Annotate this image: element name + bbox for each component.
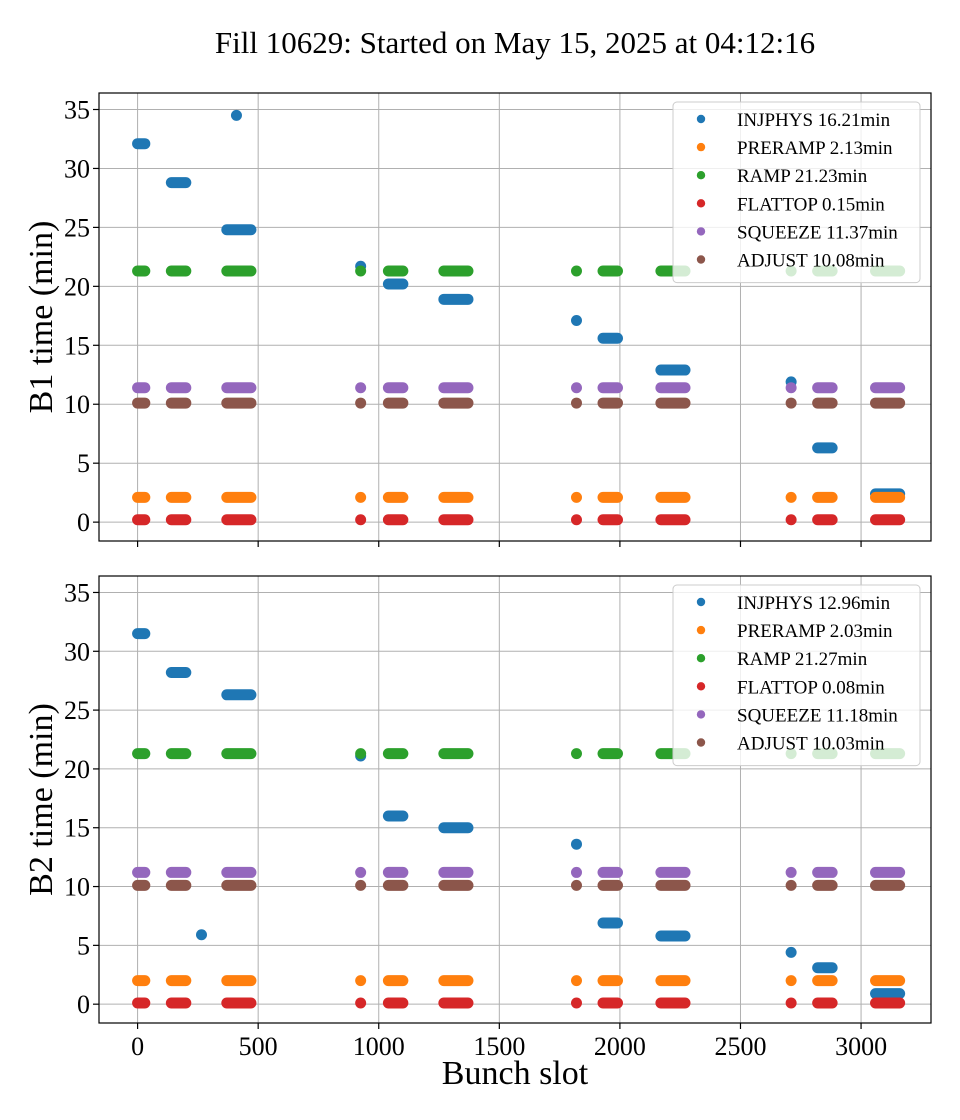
x-tick-label: 2500 <box>714 1032 766 1061</box>
legend-marker-flattop <box>696 682 706 691</box>
y-axis-label: B1 time (min) <box>23 221 60 414</box>
y-tick-label: 30 <box>64 154 90 183</box>
y-tick-label: 25 <box>64 213 90 242</box>
legend-label-preramp: PRERAMP 2.13min <box>737 138 893 159</box>
legend-label-squeeze: SQUEEZE 11.18min <box>737 705 898 726</box>
legend-marker-adjust <box>696 255 706 264</box>
y-tick-label: 35 <box>64 578 90 607</box>
y-tick-label: 0 <box>77 990 90 1019</box>
legend-label-flattop: FLATTOP 0.08min <box>737 677 885 698</box>
legend-marker-ramp <box>696 171 706 180</box>
y-tick-label: 15 <box>64 331 90 360</box>
panel-b1: 0 5 10 15 20 25 30 35 B1 time (min) INJPHYS 16.21… <box>23 92 932 547</box>
y-tick-label: 0 <box>77 508 90 537</box>
legend-label-ramp: RAMP 21.27min <box>737 649 868 670</box>
legend-label-adjust: ADJUST 10.08min <box>737 251 885 272</box>
data-layer <box>132 109 906 526</box>
axes-frame <box>98 92 932 542</box>
legend-label-ramp: RAMP 21.23min <box>737 166 868 187</box>
legend-marker-squeeze <box>696 227 706 236</box>
x-tick-label: 3000 <box>835 1032 887 1061</box>
legend-marker-squeeze <box>696 710 706 719</box>
legend-label-adjust: ADJUST 10.03min <box>737 734 885 755</box>
legend-label-preramp: PRERAMP 2.03min <box>737 621 893 642</box>
legend-marker-preramp <box>696 142 706 152</box>
axes-frame <box>98 575 932 1024</box>
figure-title: Fill 10629: Started on May 15, 2025 at 0… <box>215 25 815 60</box>
legend: INJPHYS 12.96min PRERAMP 2.03min RAMP 21.2… <box>672 584 921 767</box>
x-tick-label: 2000 <box>594 1032 646 1061</box>
y-tick-label: 25 <box>64 696 90 725</box>
x-tick-label: 0 <box>131 1032 144 1061</box>
y-tick-label: 10 <box>64 390 90 419</box>
y-tick-label: 15 <box>64 814 90 843</box>
y-tick-label: 5 <box>77 449 90 478</box>
y-tick-label: 35 <box>64 96 90 125</box>
x-axis-label: Bunch slot <box>442 1055 589 1092</box>
legend-box <box>672 584 921 767</box>
legend-marker-injphys <box>696 114 706 124</box>
y-tick-label: 20 <box>64 272 90 301</box>
legend-label-injphys: INJPHYS 16.21min <box>737 110 891 131</box>
x-tick-label: 1500 <box>473 1032 525 1061</box>
panel-b2: 0 5 10 15 20 25 30 35 0 500 1000 1500 2000 2500 3000 B2… <box>23 575 932 1092</box>
legend-label-injphys: INJPHYS 12.96min <box>737 593 891 614</box>
legend-marker-ramp <box>696 654 706 663</box>
y-tick-label: 10 <box>64 873 90 902</box>
legend: INJPHYS 16.21min PRERAMP 2.13min RAMP 21.2… <box>672 101 921 284</box>
y-tick-label: 30 <box>64 637 90 666</box>
legend-marker-injphys <box>696 597 706 607</box>
y-tick-label: 5 <box>77 931 90 960</box>
legend-box <box>672 101 921 284</box>
legend-label-squeeze: SQUEEZE 11.37min <box>737 222 898 243</box>
legend-marker-preramp <box>696 625 706 635</box>
legend-label-flattop: FLATTOP 0.15min <box>737 194 885 215</box>
y-axis-label: B2 time (min) <box>23 703 60 896</box>
x-tick-label: 1000 <box>353 1032 405 1061</box>
x-tick-label: 500 <box>239 1032 278 1061</box>
legend-marker-adjust <box>696 738 706 747</box>
y-tick-label: 20 <box>64 755 90 784</box>
legend-marker-flattop <box>696 199 706 208</box>
